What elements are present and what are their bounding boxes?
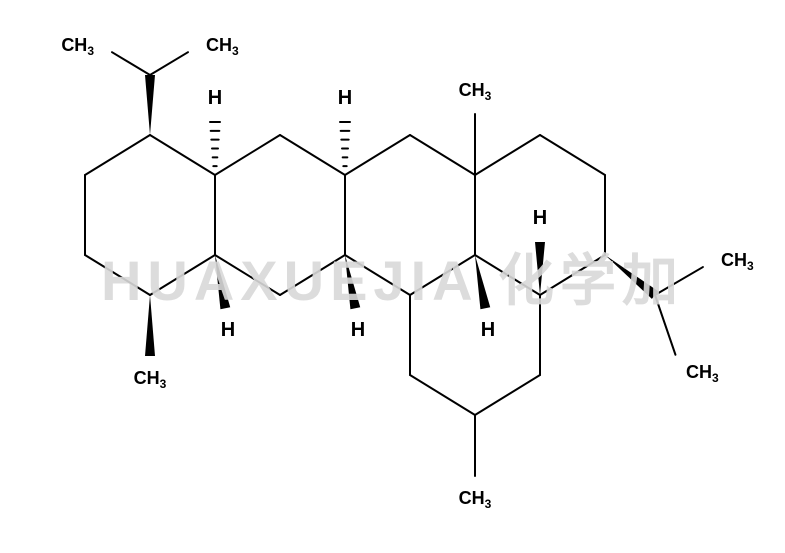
svg-text:CH3: CH3 <box>459 80 492 103</box>
svg-text:CH3: CH3 <box>206 35 239 58</box>
svg-text:CH3: CH3 <box>459 488 492 511</box>
svg-text:H: H <box>208 87 222 109</box>
svg-text:H: H <box>221 319 235 341</box>
svg-text:CH3: CH3 <box>721 250 754 273</box>
svg-text:CH3: CH3 <box>61 35 94 58</box>
svg-text:CH3: CH3 <box>134 368 167 391</box>
svg-text:H: H <box>533 207 547 229</box>
molecule-svg: CH3 CH3 CH3 CH3 CH3 CH3 CH3 H H H H H H <box>0 0 785 553</box>
svg-text:H: H <box>338 87 352 109</box>
svg-text:CH3: CH3 <box>686 362 719 385</box>
svg-text:H: H <box>351 319 365 341</box>
svg-text:H: H <box>481 319 495 341</box>
chemical-structure-diagram: CH3CH3CH3CH3CH3CH3CH3HHHHHH HUAXUEJIA 化学… <box>0 0 785 553</box>
